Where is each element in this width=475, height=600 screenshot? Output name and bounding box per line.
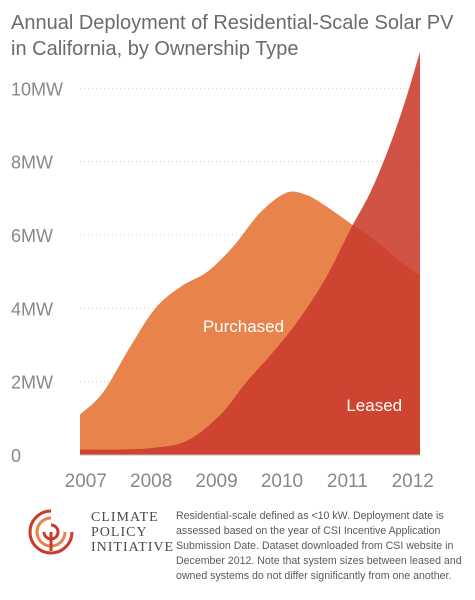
- y-tick-label: 10MW: [11, 79, 63, 99]
- logo-line-initiative: INITIATIVE: [91, 540, 175, 555]
- y-tick-label: 6MW: [11, 226, 53, 246]
- x-tick-label: 2010: [261, 471, 303, 492]
- y-tick-label: 4MW: [11, 299, 53, 319]
- logo-line-policy: POLICY: [91, 525, 148, 540]
- logo-wordmark: CLIMATE POLICY INITIATIVE: [91, 510, 175, 555]
- x-tick-label: 2009: [195, 471, 237, 492]
- x-tick-label: 2011: [327, 471, 368, 492]
- y-tick-label: 2MW: [11, 373, 53, 393]
- logo-line-climate: CLIMATE: [91, 510, 159, 525]
- x-tick-label: 2012: [392, 471, 434, 492]
- x-tick-label: 2008: [130, 471, 172, 492]
- climate-policy-initiative-logo-icon: [28, 509, 74, 555]
- series-label: Leased: [346, 396, 402, 415]
- series-label: Purchased: [203, 317, 284, 336]
- series-area-leased: [80, 51, 420, 456]
- chart-title: Annual Deployment of Residential-Scale S…: [11, 12, 454, 60]
- footnote: Residential-scale defined as <10 kW. Dep…: [176, 510, 462, 582]
- y-tick-label: 0: [11, 446, 21, 466]
- x-tick-label: 2007: [65, 471, 107, 492]
- y-tick-label: 8MW: [11, 153, 53, 173]
